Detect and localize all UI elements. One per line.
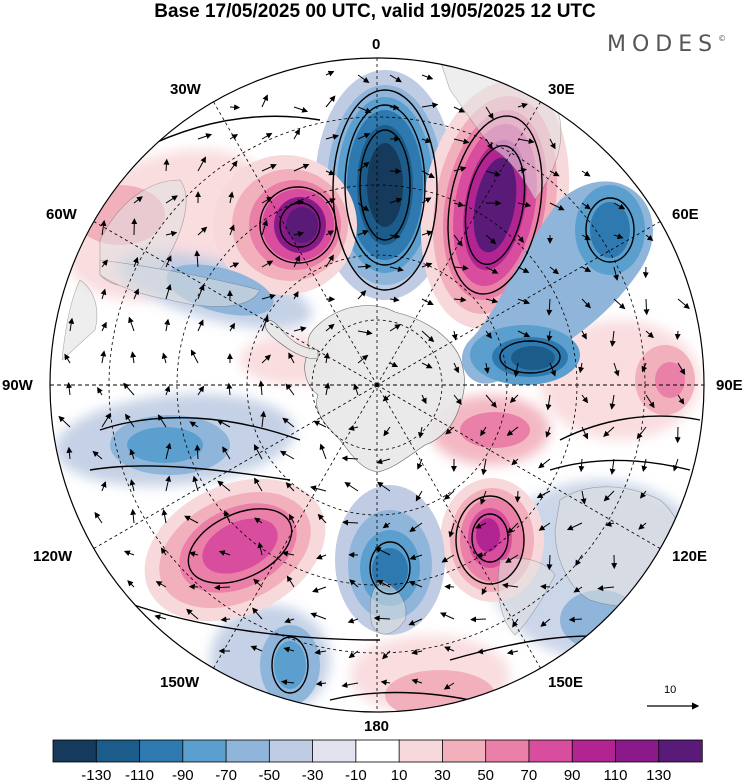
wind-arrow [517,491,518,502]
lon-label-120e: 120E [672,548,707,565]
wind-arrow [471,619,486,620]
wind-arrow [549,555,550,569]
colorbar-tick-label: 110 [594,767,638,784]
wind-arrow [646,299,647,314]
wind-arrow [677,331,678,339]
colorbar-swatch [615,740,659,762]
colorbar-tick-label: -130 [74,767,118,784]
colorbar-swatch [140,740,184,762]
colorbar-swatch [313,740,357,762]
lon-label-90w: 90W [2,377,33,394]
colorbar-tick-label: -110 [118,767,162,784]
colorbar-tick-label: 10 [377,767,421,784]
colorbar-tick-label: 130 [637,767,681,784]
colorbar-swatch [486,740,530,762]
south-pole-marker [375,383,379,387]
colorbar-tick-label: 90 [550,767,594,784]
lon-label-120w: 120W [33,548,72,565]
colorbar-swatch [96,740,140,762]
colorbar-tick-label: -70 [204,767,248,784]
vector-scale-label: 10 [664,684,676,696]
colorbar-tick-label: -50 [247,767,291,784]
colorbar-tick-label: 50 [464,767,508,784]
colorbar-tick-label: -90 [161,767,205,784]
wind-arrow [190,587,198,588]
wind-arrow [230,107,239,108]
colorbar-swatch [226,740,270,762]
colorbar [0,730,750,770]
wind-arrow [541,586,550,587]
lon-label-90e: 90E [716,377,743,394]
colorbar-tick-label: 70 [507,767,551,784]
colorbar-swatch [442,740,486,762]
polar-map [0,0,750,730]
wind-arrow [445,587,454,588]
lon-label-30e: 30E [548,81,575,98]
colorbar-swatch [529,740,573,762]
colorbar-boxes [53,740,702,762]
colorbar-swatch [399,740,443,762]
colorbar-swatch [53,740,97,762]
colorbar-swatch [269,740,313,762]
colorbar-swatch [572,740,616,762]
wind-arrow [215,587,230,588]
colorbar-swatch [356,740,400,762]
colorbar-tick-label: -30 [291,767,335,784]
colorbar-swatch [659,740,703,762]
lon-label-60e: 60E [672,206,699,223]
lon-label-150e: 150E [548,674,583,691]
lon-label-0: 0 [372,36,380,53]
colorbar-swatch [183,740,227,762]
colorbar-tick-label: 30 [420,767,464,784]
lon-label-150w: 150W [160,674,199,691]
lon-label-60w: 60W [46,206,77,223]
lon-label-30w: 30W [170,81,201,98]
colorbar-tick-label: -10 [334,767,378,784]
